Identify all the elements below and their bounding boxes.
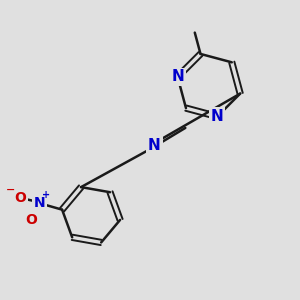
Text: N: N — [211, 109, 224, 124]
Text: −: − — [6, 184, 15, 195]
Text: +: + — [42, 190, 50, 200]
Text: N: N — [33, 196, 45, 210]
Text: N: N — [148, 138, 161, 153]
Text: N: N — [171, 69, 184, 84]
Text: O: O — [25, 213, 37, 227]
Text: O: O — [14, 191, 26, 205]
